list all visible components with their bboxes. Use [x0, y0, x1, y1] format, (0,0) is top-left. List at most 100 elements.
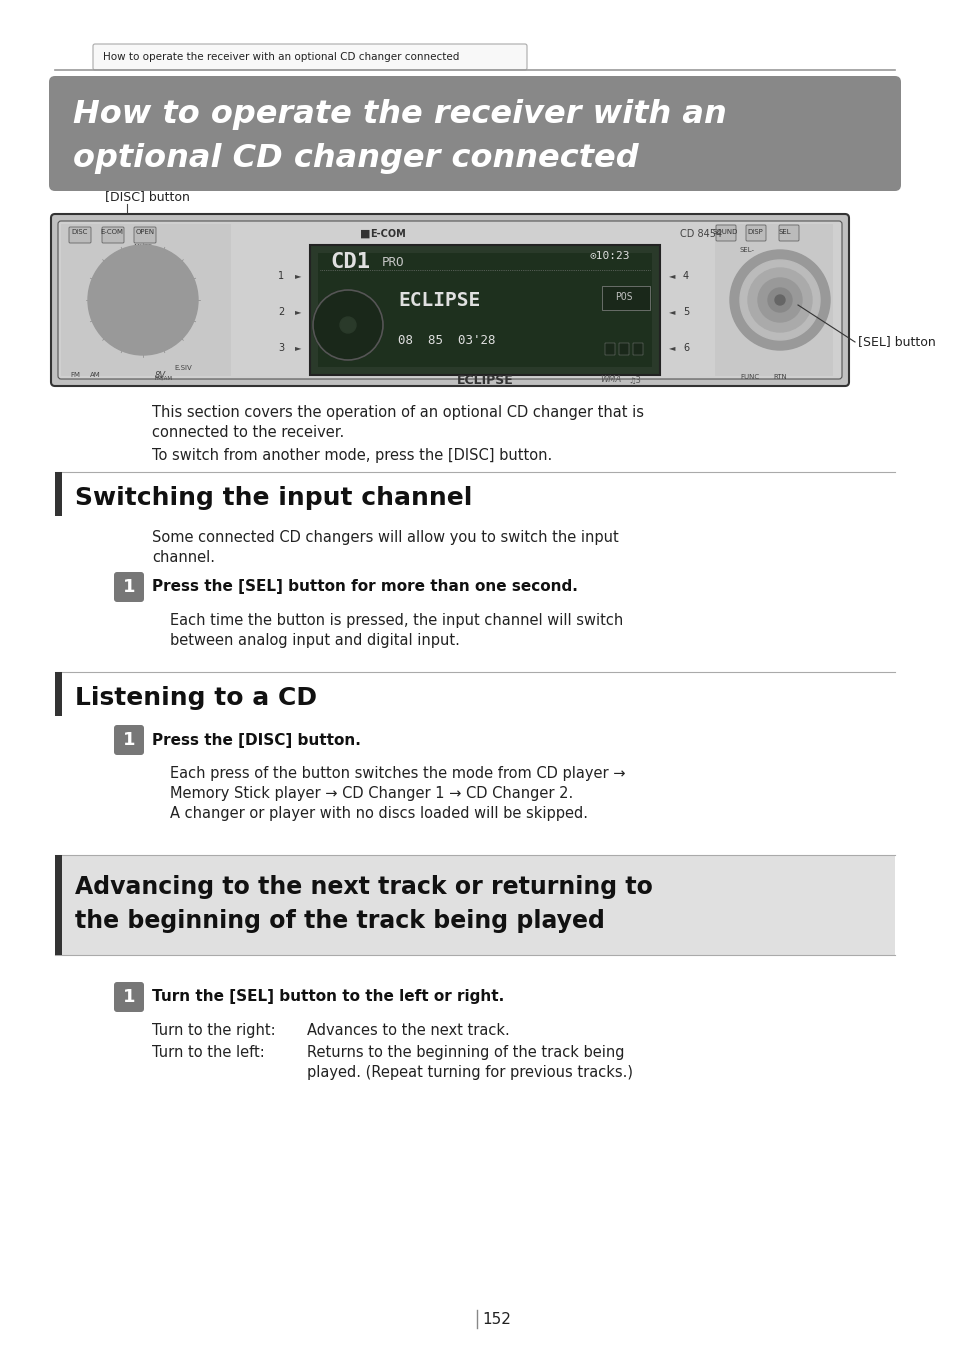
- Text: ◄: ◄: [668, 271, 675, 280]
- Text: ECLIPSE: ECLIPSE: [456, 374, 513, 386]
- Text: PRO: PRO: [381, 256, 404, 268]
- FancyBboxPatch shape: [102, 228, 124, 243]
- FancyBboxPatch shape: [745, 225, 765, 241]
- FancyBboxPatch shape: [92, 43, 526, 70]
- Bar: [618, 343, 628, 355]
- Bar: [633, 343, 642, 355]
- Text: Switching the input channel: Switching the input channel: [75, 486, 472, 509]
- FancyBboxPatch shape: [716, 225, 735, 241]
- Text: Advancing to the next track or returning to: Advancing to the next track or returning…: [75, 875, 652, 898]
- Text: ◄: ◄: [668, 344, 675, 352]
- FancyBboxPatch shape: [58, 221, 841, 379]
- Circle shape: [88, 245, 198, 355]
- Circle shape: [774, 295, 784, 305]
- Text: OPEN: OPEN: [135, 229, 154, 234]
- Text: Turn to the left:: Turn to the left:: [152, 1045, 265, 1060]
- Text: CD1: CD1: [330, 252, 370, 272]
- Text: ⊙10:23: ⊙10:23: [589, 251, 630, 262]
- Circle shape: [339, 317, 355, 333]
- Text: 1: 1: [123, 730, 135, 749]
- Text: E-COM: E-COM: [100, 229, 123, 234]
- Text: Turn the [SEL] button to the left or right.: Turn the [SEL] button to the left or rig…: [152, 989, 504, 1004]
- Text: 1: 1: [277, 271, 284, 280]
- Text: 5: 5: [682, 308, 688, 317]
- Text: ◄: ◄: [668, 308, 675, 317]
- Bar: [601, 286, 649, 310]
- Circle shape: [125, 282, 161, 318]
- Text: 1: 1: [123, 579, 135, 596]
- Text: RTN: RTN: [772, 374, 786, 379]
- Text: Listening to a CD: Listening to a CD: [75, 686, 316, 710]
- Text: E-COM: E-COM: [370, 229, 405, 238]
- Text: 4: 4: [682, 271, 688, 280]
- Bar: [55, 672, 62, 715]
- FancyBboxPatch shape: [69, 228, 91, 243]
- Circle shape: [767, 289, 791, 312]
- Text: DISP: DISP: [746, 229, 762, 234]
- Text: Each press of the button switches the mode from CD player →: Each press of the button switches the mo…: [170, 766, 625, 780]
- Circle shape: [98, 255, 188, 346]
- Text: Press the [DISC] button.: Press the [DISC] button.: [152, 733, 360, 748]
- Text: Returns to the beginning of the track being: Returns to the beginning of the track be…: [307, 1045, 624, 1060]
- Text: 152: 152: [481, 1312, 511, 1327]
- Text: -MUTE: -MUTE: [132, 244, 152, 248]
- FancyBboxPatch shape: [113, 725, 144, 755]
- FancyBboxPatch shape: [51, 214, 848, 386]
- Text: POS: POS: [615, 291, 632, 302]
- Text: ■: ■: [359, 229, 370, 238]
- Text: SEL: SEL: [778, 229, 790, 234]
- Text: This section covers the operation of an optional CD changer that is: This section covers the operation of an …: [152, 405, 643, 420]
- Text: 08  85  03'28: 08 85 03'28: [397, 333, 495, 347]
- FancyBboxPatch shape: [49, 76, 900, 191]
- Text: SEL-: SEL-: [740, 247, 754, 253]
- Text: 3: 3: [277, 343, 284, 354]
- Bar: [310, 245, 659, 375]
- Text: ►: ►: [294, 308, 301, 317]
- Bar: [55, 472, 62, 516]
- Text: AM: AM: [90, 373, 100, 378]
- Text: optional CD changer connected: optional CD changer connected: [73, 142, 638, 173]
- Text: Memory Stick player → CD Changer 1 → CD Changer 2.: Memory Stick player → CD Changer 1 → CD …: [170, 786, 573, 801]
- Text: [DISC] button: [DISC] button: [105, 191, 190, 203]
- Text: channel.: channel.: [152, 550, 214, 565]
- Text: FM/AM: FM/AM: [154, 375, 172, 379]
- Text: the beginning of the track being played: the beginning of the track being played: [75, 909, 604, 934]
- Text: SOUND: SOUND: [712, 229, 737, 234]
- Text: ECLIPSE: ECLIPSE: [397, 290, 479, 309]
- Text: Turn to the right:: Turn to the right:: [152, 1023, 275, 1038]
- FancyBboxPatch shape: [133, 228, 156, 243]
- Text: ►: ►: [294, 344, 301, 352]
- Circle shape: [747, 268, 811, 332]
- Text: FUNC: FUNC: [740, 374, 759, 379]
- Bar: [317, 253, 651, 367]
- Bar: [55, 855, 894, 955]
- Text: 2: 2: [277, 308, 284, 317]
- Text: How to operate the receiver with an optional CD changer connected: How to operate the receiver with an opti…: [103, 51, 459, 62]
- Circle shape: [313, 290, 382, 360]
- Text: Some connected CD changers will allow you to switch the input: Some connected CD changers will allow yo…: [152, 530, 618, 545]
- Bar: [714, 224, 832, 375]
- Bar: [604, 343, 615, 355]
- Text: played. (Repeat turning for previous tracks.): played. (Repeat turning for previous tra…: [307, 1065, 633, 1080]
- Text: How to operate the receiver with an: How to operate the receiver with an: [73, 99, 726, 130]
- Text: FM: FM: [70, 373, 80, 378]
- Text: E.SIV: E.SIV: [174, 364, 192, 371]
- Text: ►: ►: [294, 271, 301, 280]
- Text: 8V: 8V: [154, 370, 166, 379]
- Circle shape: [105, 262, 181, 337]
- Text: A changer or player with no discs loaded will be skipped.: A changer or player with no discs loaded…: [170, 806, 587, 821]
- Text: DISC: DISC: [71, 229, 88, 234]
- Circle shape: [115, 272, 171, 328]
- Text: CD 8454: CD 8454: [679, 229, 721, 238]
- Text: Advances to the next track.: Advances to the next track.: [307, 1023, 509, 1038]
- Text: connected to the receiver.: connected to the receiver.: [152, 425, 344, 440]
- Text: Press the [SEL] button for more than one second.: Press the [SEL] button for more than one…: [152, 580, 578, 595]
- FancyBboxPatch shape: [113, 572, 144, 602]
- FancyBboxPatch shape: [113, 982, 144, 1012]
- Text: 6: 6: [682, 343, 688, 354]
- FancyBboxPatch shape: [779, 225, 799, 241]
- Text: Each time the button is pressed, the input channel will switch: Each time the button is pressed, the inp…: [170, 612, 622, 627]
- Circle shape: [729, 251, 829, 350]
- Text: - VOL: - VOL: [110, 263, 127, 268]
- Text: To switch from another mode, press the [DISC] button.: To switch from another mode, press the […: [152, 449, 552, 463]
